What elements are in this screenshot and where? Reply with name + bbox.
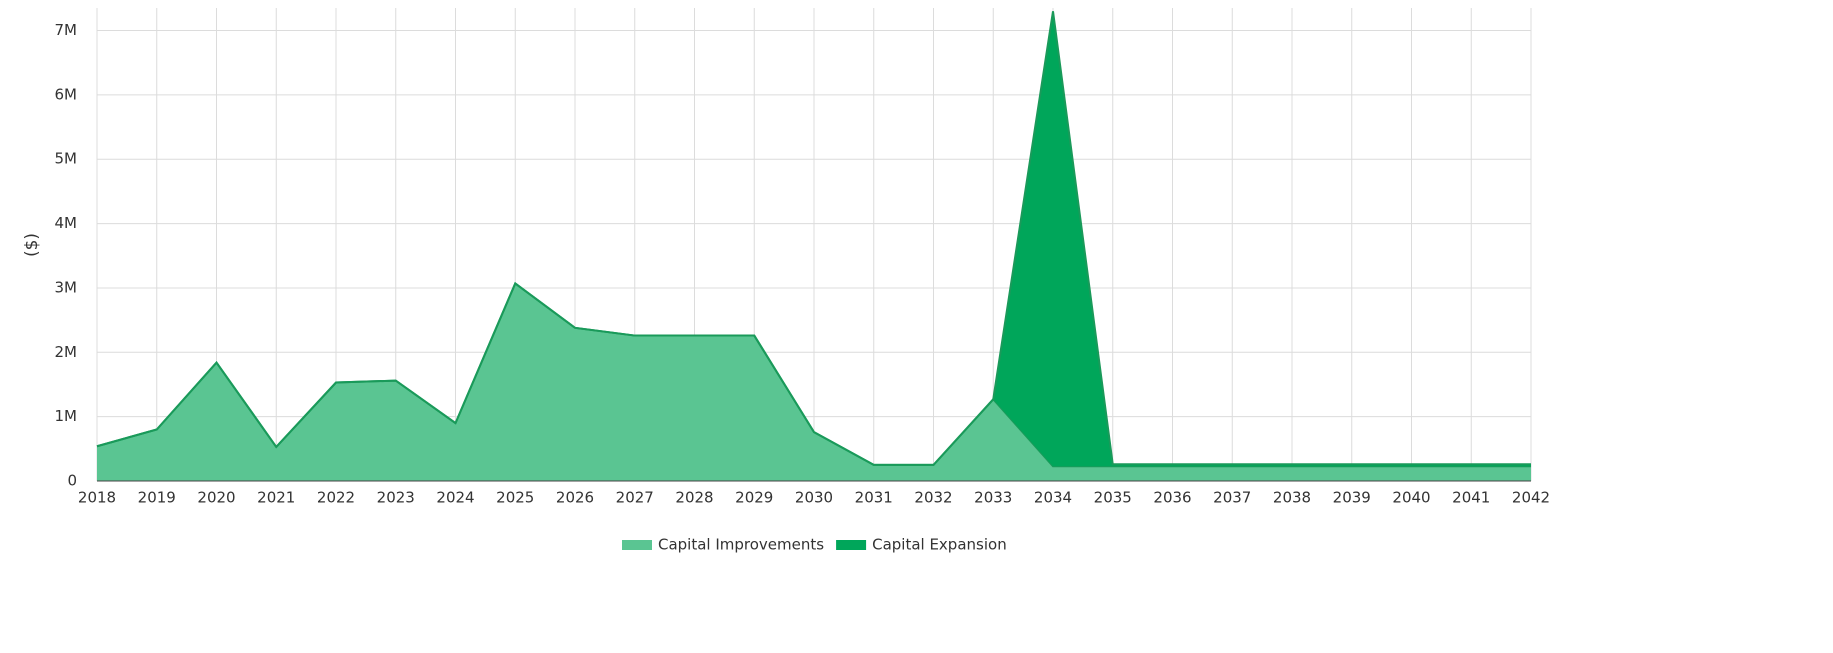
area-line	[96, 11, 1531, 466]
y-tick-label: 4M	[55, 214, 78, 232]
x-tick-label: 2019	[138, 489, 176, 507]
x-tick-label: 2029	[735, 489, 773, 507]
x-tick-label: 2027	[616, 489, 654, 507]
y-tick-label: 6M	[55, 85, 78, 103]
x-tick-label: 2042	[1512, 489, 1550, 507]
legend-label: Capital Expansion	[872, 536, 1007, 554]
y-tick-label: 1M	[55, 407, 78, 425]
x-tick-label: 2040	[1392, 489, 1430, 507]
legend-swatch	[836, 540, 867, 550]
x-tick-label: 2041	[1452, 489, 1490, 507]
x-tick-label: 2028	[675, 489, 713, 507]
x-tick-label: 2039	[1333, 489, 1371, 507]
x-tick-label: 2024	[436, 489, 474, 507]
x-tick-label: 2022	[317, 489, 355, 507]
x-tick-label: 2038	[1273, 489, 1311, 507]
x-tick-label: 2036	[1153, 489, 1191, 507]
x-tick-label: 2020	[197, 489, 235, 507]
x-tick-label: 2033	[974, 489, 1012, 507]
x-tick-label: 2030	[795, 489, 833, 507]
x-tick-label: 2035	[1094, 489, 1132, 507]
area-fill	[97, 283, 1531, 481]
y-axis-label: ($)	[22, 233, 42, 257]
y-tick-label: 7M	[55, 21, 78, 39]
x-tick-label: 2021	[257, 489, 295, 507]
x-tick-label: 2037	[1213, 489, 1251, 507]
x-tick-label: 2034	[1034, 489, 1072, 507]
y-tick-label: 5M	[55, 150, 78, 168]
x-tick-label: 2018	[78, 489, 116, 507]
y-tick-label: 2M	[55, 343, 78, 361]
x-tick-label: 2031	[855, 489, 893, 507]
x-tick-label: 2032	[914, 489, 952, 507]
legend-swatch	[622, 540, 652, 550]
x-tick-label: 2025	[496, 489, 534, 507]
y-tick-label: 0	[67, 472, 77, 490]
x-tick-label: 2026	[556, 489, 594, 507]
legend-label: Capital Improvements	[658, 536, 824, 554]
y-tick-label: 3M	[55, 278, 78, 296]
x-tick-label: 2023	[377, 489, 415, 507]
